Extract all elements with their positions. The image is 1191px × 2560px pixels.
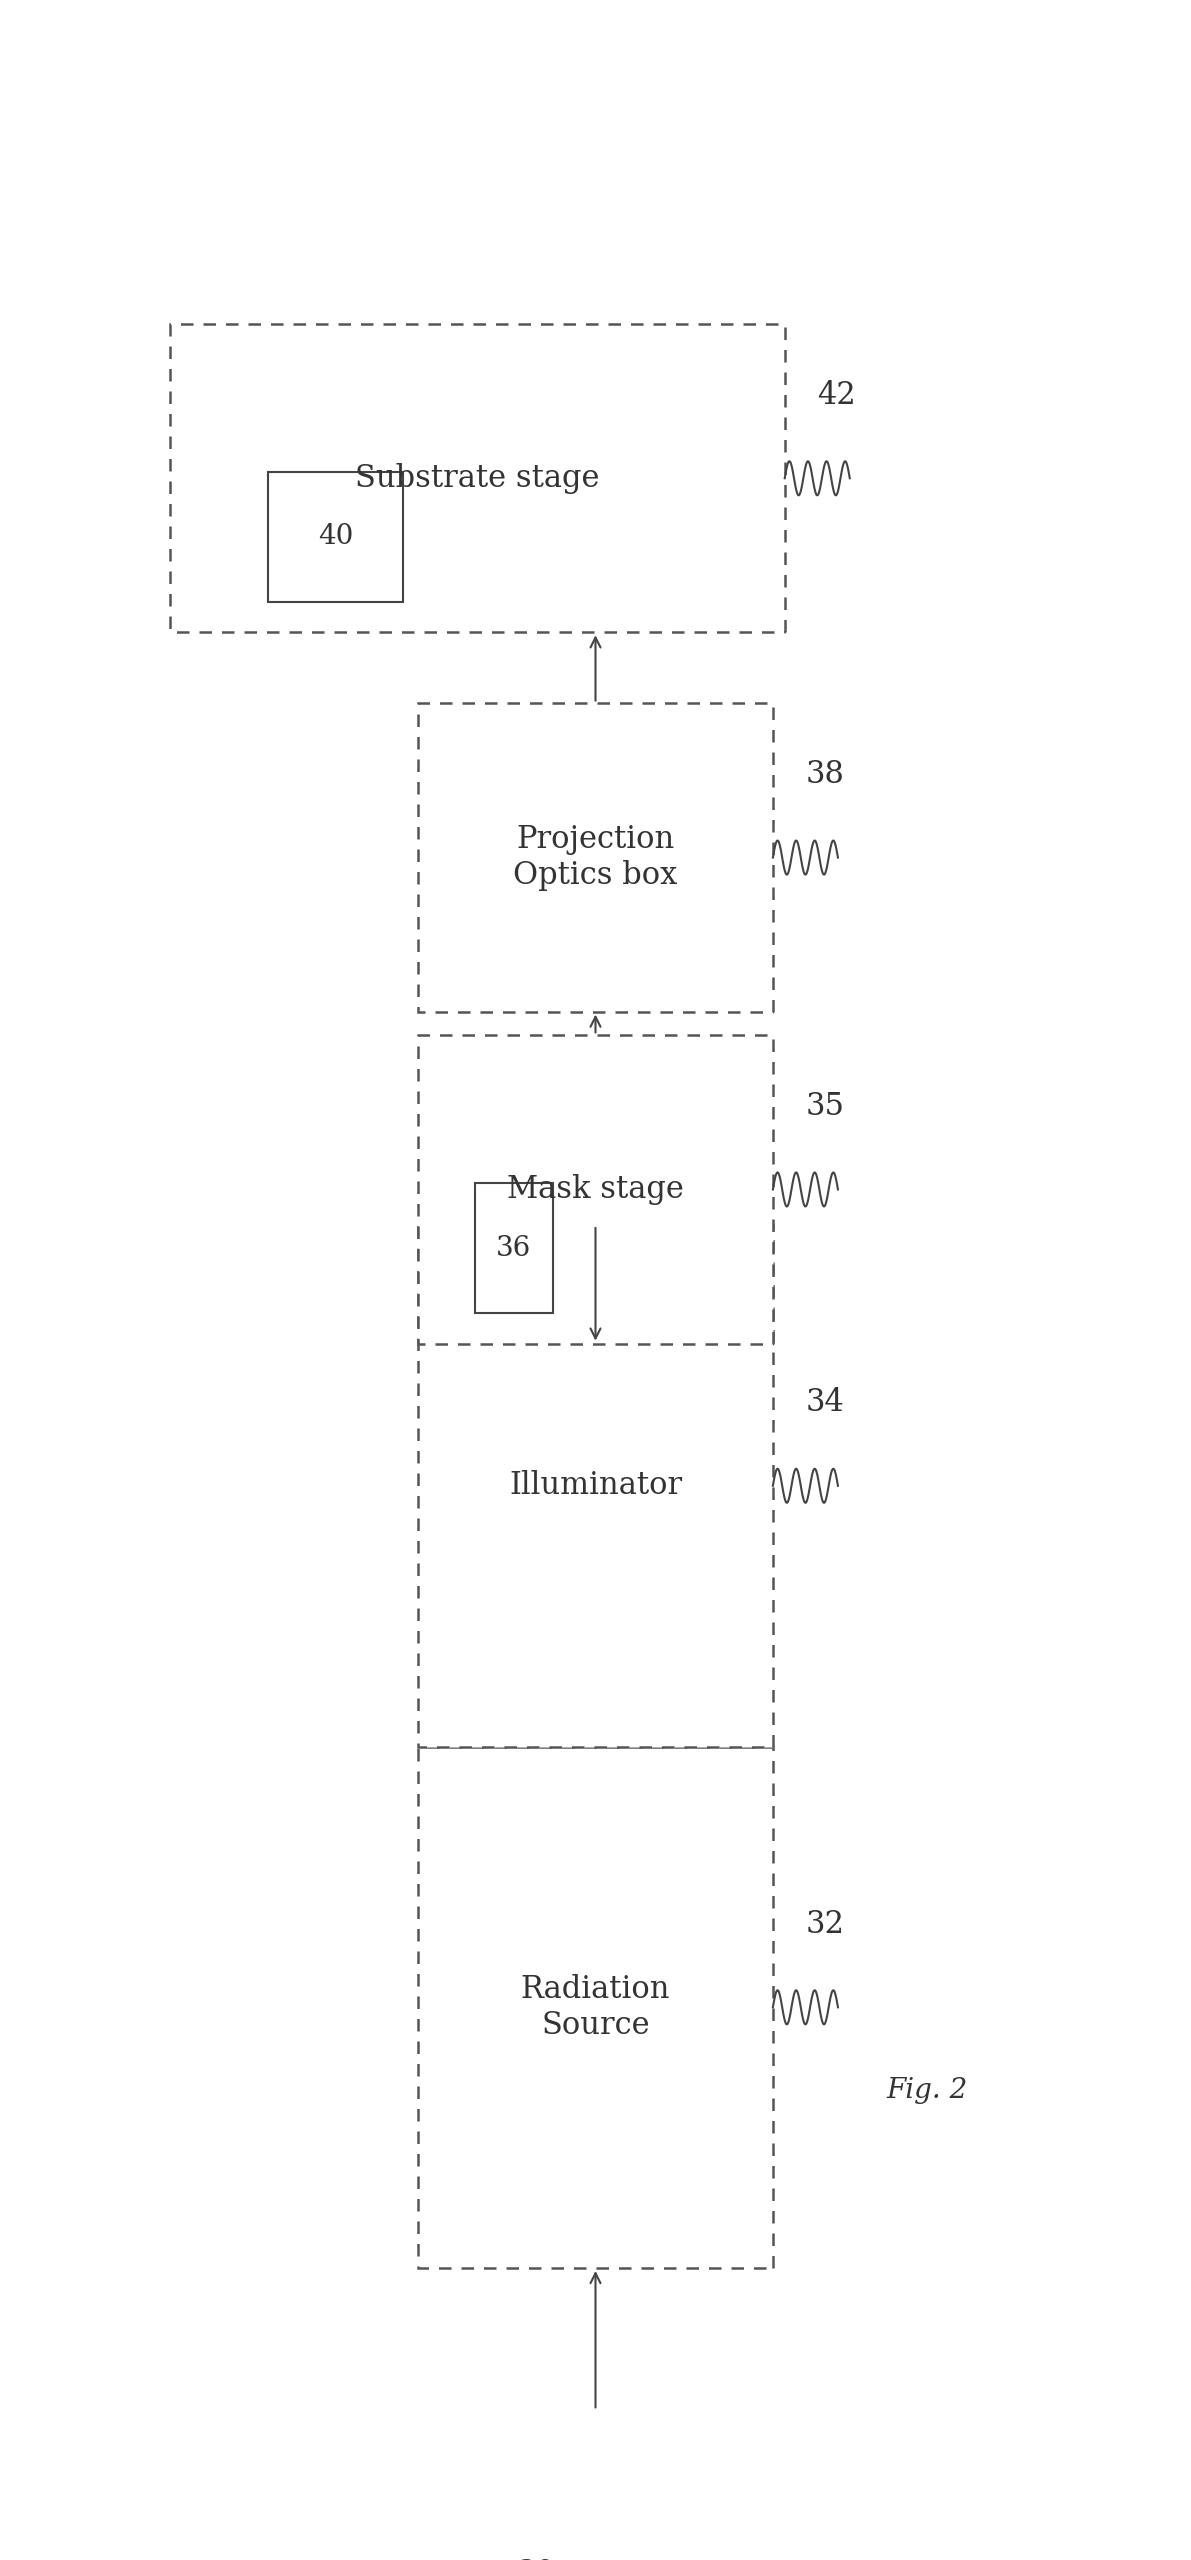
Text: 36: 36 <box>497 1234 531 1262</box>
Text: 35: 35 <box>805 1091 844 1121</box>
Bar <box>268 471 404 602</box>
Text: Illuminator: Illuminator <box>509 1469 682 1500</box>
Text: Substrate stage: Substrate stage <box>355 463 599 494</box>
Bar <box>418 1746 773 2268</box>
Text: 34: 34 <box>805 1388 844 1418</box>
Text: 42: 42 <box>817 379 856 410</box>
Text: Mask stage: Mask stage <box>507 1175 684 1206</box>
Text: 32: 32 <box>805 1910 844 1940</box>
Text: 40: 40 <box>318 522 354 550</box>
Bar <box>418 1226 773 1746</box>
Bar <box>418 704 773 1011</box>
Text: 38: 38 <box>805 760 844 791</box>
Bar <box>418 1034 773 1344</box>
Bar <box>170 325 785 632</box>
Text: Radiation
Source: Radiation Source <box>520 1974 671 2040</box>
Bar <box>475 1183 553 1313</box>
Text: Projection
Optics box: Projection Optics box <box>513 824 678 891</box>
Text: Fig. 2: Fig. 2 <box>886 2076 967 2104</box>
